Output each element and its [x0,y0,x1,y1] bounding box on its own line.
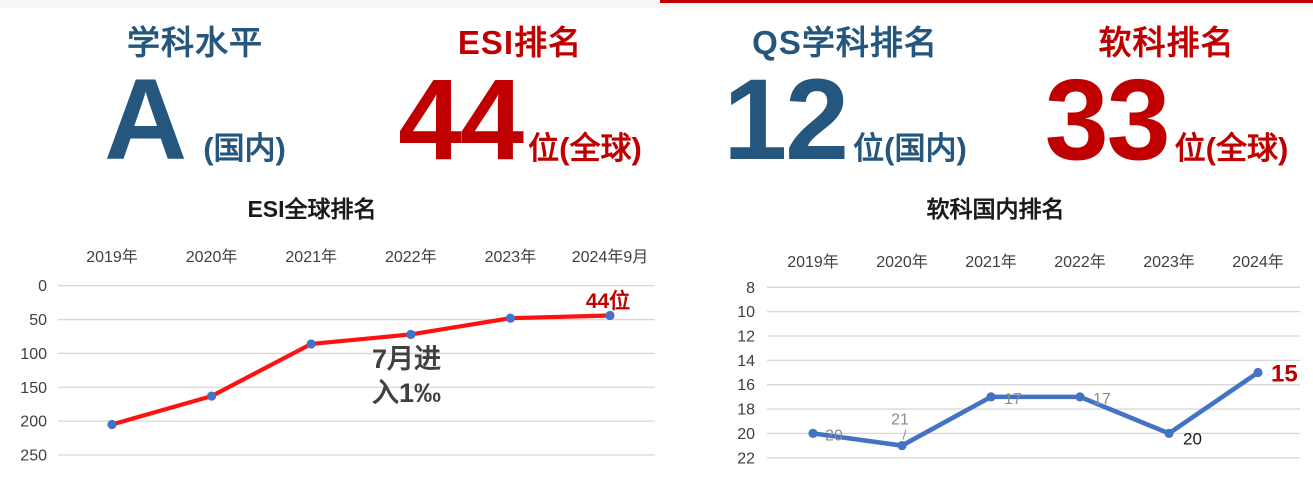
series-line [109,313,613,427]
top-band-decoration [0,0,1313,8]
x-axis-label: 2019年 [86,248,138,266]
data-point-marker [605,310,615,321]
stat-title: 学科水平 [127,24,263,61]
stat-suffix: 位(国内) [853,131,967,166]
stat-value: 44 位(全球) [370,63,670,178]
stat-esi-rank: ESI排名 44 位(全球) [370,8,670,186]
data-point-marker [1164,428,1174,438]
y-tick-label: 50 [29,312,47,329]
stat-title: ESI排名 [457,24,583,61]
stat-title: QS学科排名 [752,24,938,61]
x-axis-label: 2023年 [485,248,537,266]
chart-annotation: 入1‰ [372,378,441,408]
stat-value: 33 位(全球) [1020,63,1313,178]
y-tick-label: 150 [20,380,47,397]
data-point-label: 20 [825,427,843,444]
stat-number: 44 [398,56,524,184]
chart-annotation: 44位 [586,289,630,313]
y-tick-label: 0 [38,278,47,295]
x-axis-label: 2024年9月 [572,248,649,266]
y-tick-label: 200 [20,414,47,431]
x-axis-label: 2023年 [1143,253,1195,271]
data-point-label: 15 [1271,361,1298,388]
data-point-marker [897,440,907,451]
stat-title: 软科排名 [1098,24,1235,61]
x-axis-label: 2022年 [1054,253,1106,271]
x-axis-label: 2020年 [876,253,928,271]
data-point-marker [808,428,818,438]
y-tick-label: 22 [737,450,755,467]
y-tick-label: 8 [746,280,755,297]
y-tick-label: 16 [737,377,755,394]
y-tick-label: 18 [737,402,755,419]
chart-title: 软科国内排名 [926,196,1065,222]
x-axis-label: 2022年 [385,248,437,266]
data-point-label: 17 [1004,391,1022,408]
y-tick-label: 14 [737,353,755,370]
stat-subject-level: 学科水平 A (国内) [15,8,375,186]
y-tick-label: 12 [737,329,755,346]
stat-value: 12 位(国内) [680,63,1010,178]
x-axis-label: 2021年 [965,253,1017,271]
stat-suffix: 位(全球) [528,131,642,166]
data-point-label: 17 [1093,391,1111,408]
chart-title: ESI全球排名 [247,196,377,222]
esi-global-rank-chart: ESI全球排名 0 50 100 150 200 250 2019年 2020年 2021年 20… [0,185,660,483]
x-axis-label: 2021年 [285,248,337,266]
y-tick-label: 250 [20,448,47,465]
data-point-label: 21 [891,412,909,429]
data-point-marker [986,392,996,402]
stat-qs-subject-rank: QS学科排名 12 位(国内) [680,8,1010,186]
x-axis-label: 2019年 [787,253,839,271]
stat-suffix: (国内) [203,131,286,166]
stats-row: 学科水平 A (国内) ESI排名 44 位(全球) QS学科排名 12 位(国内) … [0,8,1313,186]
ruanke-domestic-rank-chart: 软科国内排名 8 10 12 14 16 18 20 22 2019年 2020年 2021年 202… [660,185,1313,483]
stat-suffix: 位(全球) [1174,131,1289,166]
data-point-label: 20 [1183,429,1202,448]
series-line [810,370,1261,448]
stat-number: 33 [1044,56,1171,184]
label-leader-line [902,429,907,440]
data-point-marker [505,313,515,323]
stat-value: A (国内) [15,63,375,178]
x-axis-label: 2020年 [186,248,238,266]
ruanke-line-chart-plot: 8 10 12 14 16 18 20 22 2019年 2020年 2021年 2022年 2023年… [737,253,1300,467]
y-tick-label: 100 [20,346,47,363]
stat-ruanke-rank: 软科排名 33 位(全球) [1020,8,1313,186]
y-tick-label: 20 [737,426,755,443]
chart-annotation: 7月进 [372,344,441,374]
stat-number: 12 [723,56,849,184]
data-point-marker [306,339,316,349]
data-point-marker [1075,392,1085,402]
x-axis-label: 2024年 [1232,253,1284,271]
data-point-marker [406,329,416,340]
data-point-marker [1253,367,1263,378]
data-point-marker [107,419,117,430]
y-tick-label: 10 [737,304,755,321]
top-red-strip-decoration [660,0,1313,3]
data-point-marker [207,391,217,401]
esi-line-chart-plot: 0 50 100 150 200 250 2019年 2020年 2021年 2022年 2023年… [20,248,655,465]
stat-number: A [104,56,187,184]
